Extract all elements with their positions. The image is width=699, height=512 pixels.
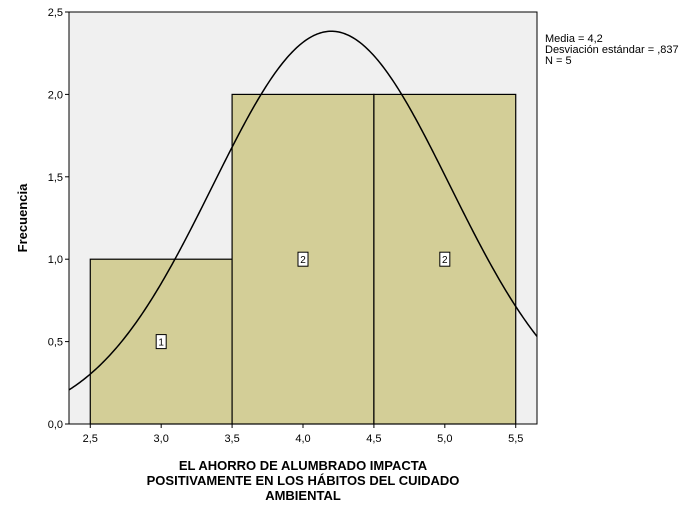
y-axis-title: Frecuencia bbox=[15, 183, 30, 252]
x-tick-label: 3,5 bbox=[224, 433, 239, 445]
axes-layer: 0,0 0,5 1,0 1,5 2,0 2,5 2,5 3,0 3,5 4,0 4,5 5,0 5,5 bbox=[48, 7, 524, 445]
bar-count-box bbox=[155, 334, 167, 350]
x-tick-label: 2,5 bbox=[83, 433, 98, 445]
x-axis-title-line: EL AHORRO DE ALUMBRADO IMPACTA bbox=[179, 458, 428, 473]
x-tick-label: 5,0 bbox=[437, 433, 452, 445]
bar-labels-layer: 1 2 2 bbox=[155, 251, 451, 350]
bar-count-text: 2 bbox=[300, 255, 306, 266]
x-axis-title-line: POSITIVAMENTE EN LOS HÁBITOS DEL CUIDADO bbox=[147, 473, 460, 488]
stats-line: Media = 4,2 bbox=[545, 33, 603, 45]
bar-count-label-3: 2 bbox=[439, 251, 451, 267]
x-tick-label: 4,5 bbox=[366, 433, 381, 445]
x-axis-title-line: AMBIENTAL bbox=[265, 488, 341, 503]
bar-count-label-2: 2 bbox=[297, 251, 309, 267]
bar-count-box bbox=[297, 251, 309, 267]
bar-count-text: 1 bbox=[158, 338, 164, 349]
x-tick-label: 4,0 bbox=[295, 433, 310, 445]
y-tick-label: 1,5 bbox=[48, 172, 63, 184]
axis-titles: Frecuencia EL AHORRO DE ALUMBRADO IMPACTA… bbox=[15, 183, 459, 503]
x-tick-label: 5,5 bbox=[508, 433, 523, 445]
x-tick-label: 3,0 bbox=[154, 433, 169, 445]
y-tick-label: 0,5 bbox=[48, 337, 63, 349]
stats-line: Desviación estándar = ,837 bbox=[545, 44, 679, 56]
y-tick-label: 2,0 bbox=[48, 89, 63, 101]
y-tick-label: 0,0 bbox=[48, 419, 63, 431]
stats-line: N = 5 bbox=[545, 55, 572, 67]
bar-count-label-1: 1 bbox=[155, 334, 167, 350]
y-tick-label: 2,5 bbox=[48, 7, 63, 19]
normal-curve bbox=[68, 30, 538, 391]
normal-curve-layer bbox=[68, 30, 538, 391]
bar-count-box bbox=[439, 251, 451, 267]
bar-count-text: 2 bbox=[442, 255, 448, 266]
y-tick-label: 1,0 bbox=[48, 254, 63, 266]
